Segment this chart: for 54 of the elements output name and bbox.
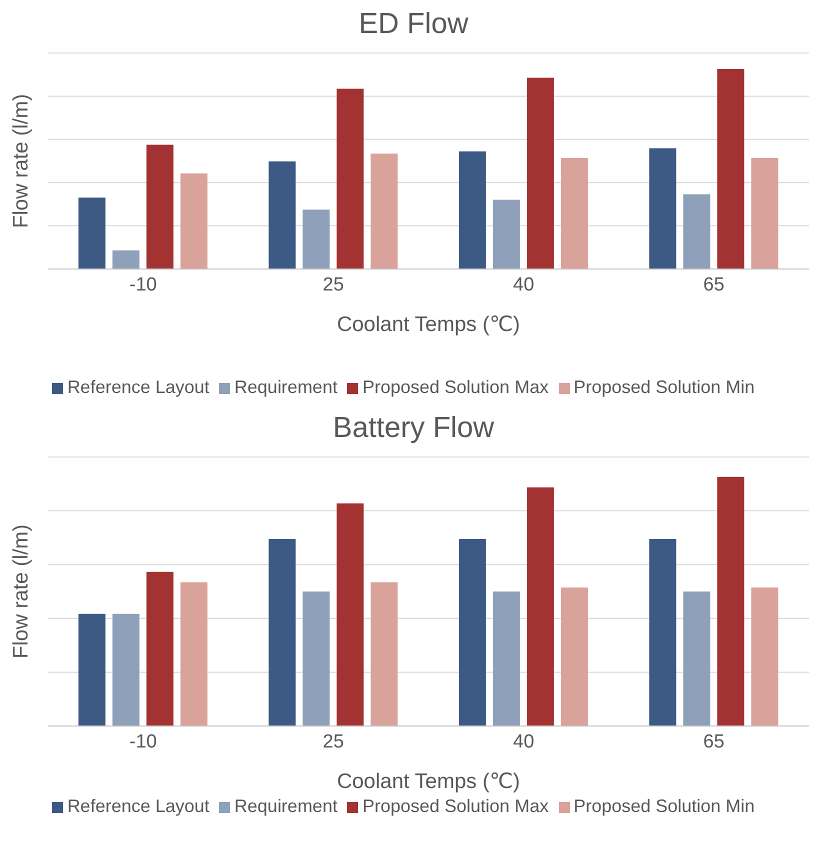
y-axis-title: Flow rate (l/m) <box>9 94 32 228</box>
legend-label: Requirement <box>234 377 338 397</box>
bar <box>751 588 778 726</box>
x-tick-label: 40 <box>513 731 534 752</box>
bar <box>146 144 174 269</box>
bar <box>302 592 330 726</box>
bar <box>302 210 330 269</box>
bar <box>492 592 520 726</box>
x-tick-label: -10 <box>129 731 157 752</box>
x-tick-label: -10 <box>129 274 157 296</box>
bar <box>751 158 778 269</box>
x-tick-label: 25 <box>322 731 344 752</box>
bar <box>78 614 106 726</box>
bar <box>492 200 520 269</box>
x-axis-title: Coolant Temps (℃) <box>336 770 520 793</box>
bar <box>560 588 588 726</box>
bar <box>683 592 710 726</box>
x-tick-label: 65 <box>703 731 724 752</box>
legend-label: Requirement <box>234 796 338 816</box>
legend-label: Proposed Solution Max <box>362 796 549 816</box>
legend-label: Proposed Solution Min <box>574 796 755 816</box>
x-tick-label: 40 <box>513 274 534 296</box>
bar <box>336 88 364 269</box>
bar <box>649 538 676 726</box>
chart-title: ED Flow <box>358 8 470 42</box>
bar <box>146 572 174 726</box>
bar <box>112 250 140 269</box>
legend-label: Proposed Solution Min <box>574 377 755 397</box>
bar <box>180 173 208 269</box>
chart-title: Battery Flow <box>332 412 496 446</box>
bar <box>649 148 676 269</box>
bar <box>78 198 106 269</box>
bar <box>526 78 554 269</box>
bar <box>526 487 554 726</box>
y-axis-title: Flow rate (l/m) <box>9 524 32 659</box>
bar <box>370 154 398 269</box>
bar <box>370 582 398 726</box>
bar <box>717 476 744 726</box>
bar <box>458 151 486 269</box>
legend-label: Proposed Solution Max <box>362 377 549 397</box>
bar <box>180 582 208 726</box>
x-tick-label: 25 <box>322 274 344 296</box>
bar <box>336 503 364 726</box>
x-tick-label: 65 <box>703 274 724 296</box>
bar <box>112 614 140 726</box>
bar <box>717 69 744 269</box>
x-axis-title: Coolant Temps (℃) <box>336 313 520 336</box>
bar <box>268 538 296 726</box>
legend-label: Reference Layout <box>67 377 210 397</box>
bar <box>268 161 296 269</box>
bar <box>458 538 486 726</box>
bar <box>560 158 588 269</box>
bar <box>683 194 710 269</box>
legend-label: Reference Layout <box>67 796 210 816</box>
